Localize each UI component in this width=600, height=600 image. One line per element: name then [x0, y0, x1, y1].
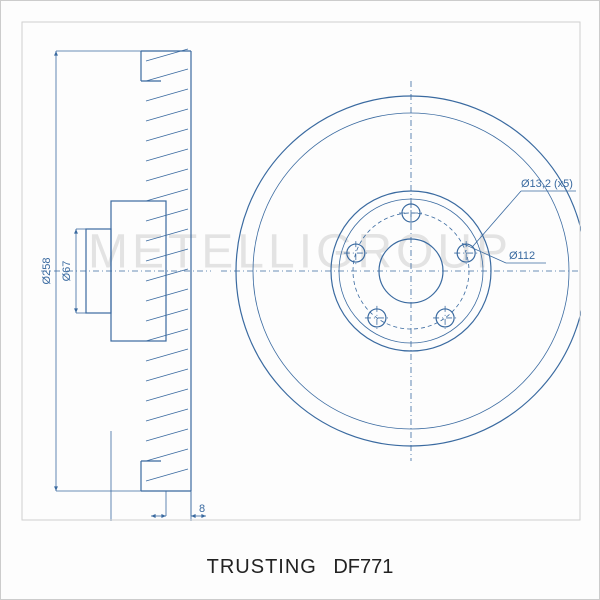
svg-text:Ø112: Ø112: [509, 250, 535, 262]
svg-text:Ø13,2 (x5): Ø13,2 (x5): [521, 178, 573, 190]
svg-text:Ø67: Ø67: [61, 261, 73, 282]
part-number: DF771: [333, 556, 393, 578]
drawing-svg: Ø258Ø67855,2Ø112Ø13,2 (x5): [21, 21, 581, 521]
brand-label: TRUSTING: [207, 556, 317, 578]
svg-text:Ø258: Ø258: [41, 258, 53, 285]
technical-drawing: Ø258Ø67855,2Ø112Ø13,2 (x5): [21, 21, 579, 519]
svg-text:8: 8: [199, 503, 205, 515]
footer: TRUSTING DF771: [1, 556, 599, 579]
drawing-container: METELLIGROUP Ø258Ø67855,2Ø112Ø13,2 (x5) …: [0, 0, 600, 600]
